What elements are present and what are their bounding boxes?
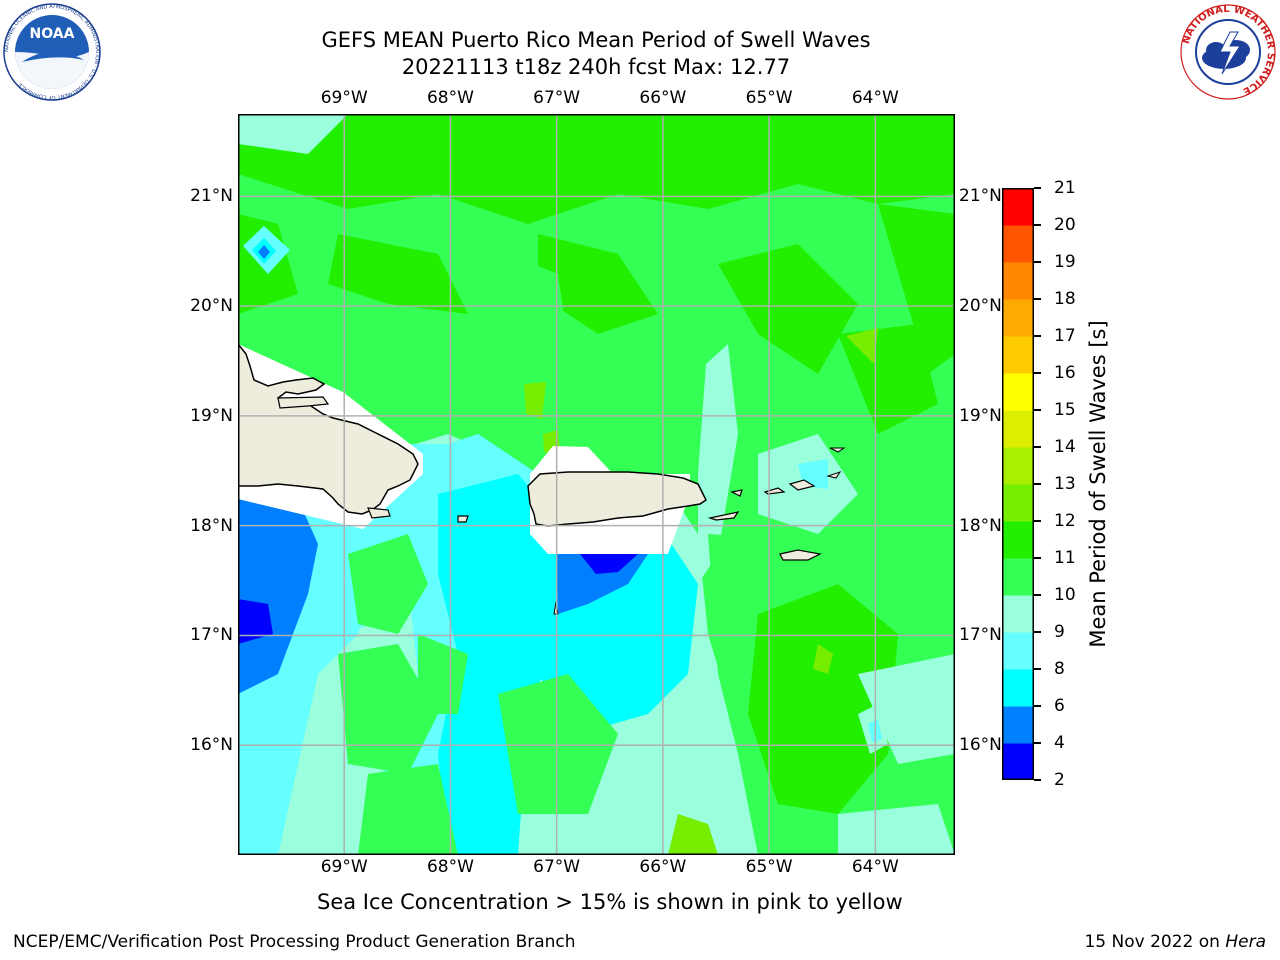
- chart-title-line2: 20221113 t18z 240h fcst Max: 12.77: [401, 55, 791, 79]
- lat-tick-label-left: 19°N: [190, 405, 233, 426]
- lat-tick-label-left: 16°N: [190, 735, 233, 756]
- colorbar-swatch: [1002, 188, 1034, 226]
- lat-tick-label-right: 18°N: [959, 515, 1002, 536]
- colorbar-swatch: [1002, 262, 1034, 300]
- land-puerto-rico: [457, 447, 846, 615]
- colorbar-tick-mark: [1034, 335, 1041, 337]
- colorbar-tick-mark: [1034, 298, 1041, 300]
- colorbar-swatch: [1002, 299, 1034, 337]
- lon-tick-label-bottom: 69°W: [320, 857, 368, 877]
- colorbar-swatch: [1002, 336, 1034, 374]
- colorbar-tick-mark: [1034, 557, 1041, 559]
- lat-tick-label-left: 21°N: [190, 186, 233, 207]
- colorbar-level-label: 17: [1054, 326, 1076, 346]
- colorbar-swatch: [1002, 595, 1034, 633]
- colorbar-level-label: 18: [1054, 289, 1076, 309]
- colorbar-swatch: [1002, 373, 1034, 411]
- colorbar-level-label: 2: [1054, 770, 1065, 790]
- lat-tick-label-left: 18°N: [190, 515, 233, 536]
- lon-tick-label-bottom: 65°W: [745, 857, 793, 877]
- lon-tick-label-top: 65°W: [745, 88, 793, 108]
- colorbar-tick-mark: [1034, 594, 1041, 596]
- sea-ice-note: Sea Ice Concentration > 15% is shown in …: [317, 890, 903, 914]
- lon-tick-label-top: 66°W: [639, 88, 687, 108]
- colorbar-swatch: [1002, 558, 1034, 596]
- lon-tick-label-bottom: 68°W: [426, 857, 474, 877]
- colorbar-tick-mark: [1034, 483, 1041, 485]
- colorbar-swatch: [1002, 632, 1034, 670]
- colorbar-level-label: 8: [1054, 659, 1065, 679]
- footer-machine: Hera: [1225, 932, 1266, 952]
- lat-tick-label-right: 20°N: [959, 296, 1002, 317]
- land-hispaniola: [237, 341, 419, 519]
- colorbar-tick-mark: [1034, 372, 1041, 374]
- lon-tick-label-top: 64°W: [851, 88, 899, 108]
- noaa-logo-text: NOAA: [30, 26, 75, 42]
- colorbar-swatch: [1002, 743, 1034, 781]
- colorbar-level-label: 12: [1054, 511, 1076, 531]
- colorbar-swatch: [1002, 669, 1034, 707]
- colorbar-tick-mark: [1034, 409, 1041, 411]
- colorbar-swatch: [1002, 447, 1034, 485]
- map-panel: [237, 114, 955, 855]
- nws-logo: NATIONAL WEATHER SERVICE: [1178, 2, 1278, 102]
- colorbar-tick-mark: [1034, 742, 1041, 744]
- colorbar-frame: [1002, 188, 1034, 780]
- colorbar-tick-mark: [1034, 187, 1041, 189]
- lat-tick-label-left: 20°N: [190, 296, 233, 317]
- colorbar: [1002, 188, 1034, 781]
- colorbar-level-label: 14: [1054, 437, 1076, 457]
- map-canvas: [237, 114, 955, 855]
- noaa-logo: NOAA NATIONAL OCEANIC AND ATMOSPHERIC AD…: [2, 2, 102, 102]
- colorbar-swatch: [1002, 484, 1034, 522]
- lon-tick-label-top: 67°W: [533, 88, 581, 108]
- lat-tick-label-left: 17°N: [190, 625, 233, 646]
- colorbar-level-label: 19: [1054, 252, 1076, 272]
- colorbar-tick-mark: [1034, 779, 1041, 781]
- lon-tick-label-top: 69°W: [320, 88, 368, 108]
- lat-tick-label-right: 21°N: [959, 186, 1002, 207]
- colorbar-level-label: 16: [1054, 363, 1076, 383]
- colorbar-level-label: 11: [1054, 548, 1076, 568]
- colorbar-tick-mark: [1034, 520, 1041, 522]
- footer-right: 15 Nov 2022 on Hera: [1084, 932, 1266, 952]
- colorbar-swatch: [1002, 225, 1034, 263]
- colorbar-swatch: [1002, 410, 1034, 448]
- colorbar-swatch: [1002, 706, 1034, 744]
- colorbar-level-label: 9: [1054, 622, 1065, 642]
- colorbar-level-label: 15: [1054, 400, 1076, 420]
- colorbar-swatches: [1002, 188, 1034, 781]
- colorbar-tick-mark: [1034, 446, 1041, 448]
- swell-contours: [238, 114, 955, 855]
- colorbar-label: Mean Period of Swell Waves [s]: [1086, 320, 1110, 648]
- lon-tick-label-bottom: 66°W: [639, 857, 687, 877]
- colorbar-level-label: 10: [1054, 585, 1076, 605]
- lon-tick-label-bottom: 67°W: [533, 857, 581, 877]
- footer-date: 15 Nov 2022 on: [1084, 932, 1226, 952]
- footer-left: NCEP/EMC/Verification Post Processing Pr…: [13, 932, 576, 952]
- colorbar-tick-mark: [1034, 631, 1041, 633]
- lon-tick-label-bottom: 64°W: [851, 857, 899, 877]
- colorbar-swatch: [1002, 521, 1034, 559]
- colorbar-tick-mark: [1034, 705, 1041, 707]
- colorbar-tick-mark: [1034, 261, 1041, 263]
- colorbar-level-label: 6: [1054, 696, 1065, 716]
- lat-tick-label-right: 17°N: [959, 625, 1002, 646]
- colorbar-level-label: 4: [1054, 733, 1065, 753]
- lon-tick-label-top: 68°W: [426, 88, 474, 108]
- chart-title-line1: GEFS MEAN Puerto Rico Mean Period of Swe…: [321, 28, 871, 52]
- colorbar-level-label: 21: [1054, 178, 1076, 198]
- map-frame: [238, 114, 955, 855]
- lat-tick-label-right: 16°N: [959, 735, 1002, 756]
- colorbar-tick-mark: [1034, 668, 1041, 670]
- colorbar-tick-mark: [1034, 224, 1041, 226]
- colorbar-level-label: 13: [1054, 474, 1076, 494]
- gridlines: [238, 114, 955, 855]
- colorbar-level-label: 20: [1054, 215, 1076, 235]
- lat-tick-label-right: 19°N: [959, 405, 1002, 426]
